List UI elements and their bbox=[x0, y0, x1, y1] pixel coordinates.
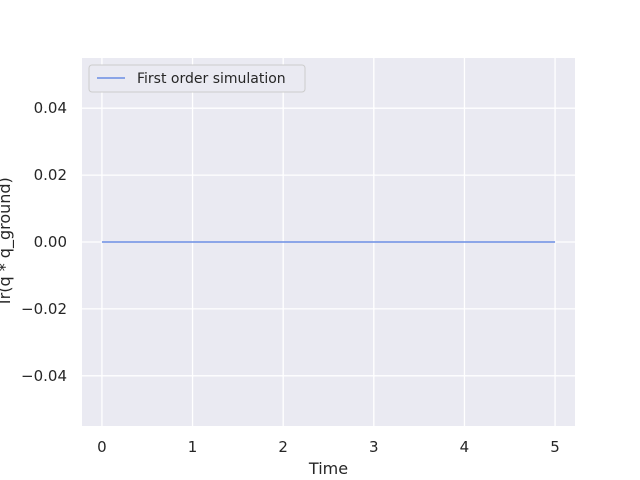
x-tick-label: 2 bbox=[278, 438, 288, 456]
y-tick-label: −0.04 bbox=[21, 367, 67, 385]
x-tick-label: 0 bbox=[97, 438, 107, 456]
y-tick-labels: 0.04 0.02 0.00 −0.02 −0.04 bbox=[21, 99, 67, 385]
y-tick-label: 0.00 bbox=[34, 233, 67, 251]
legend: First order simulation bbox=[88, 64, 306, 93]
legend-box bbox=[88, 64, 306, 93]
y-axis-label: Tr(q * q_ground) bbox=[0, 177, 15, 308]
x-tick-label: 5 bbox=[550, 438, 560, 456]
x-axis-label: Time bbox=[308, 459, 348, 478]
x-tick-label: 3 bbox=[369, 438, 379, 456]
x-tick-label: 4 bbox=[460, 438, 470, 456]
y-tick-label: −0.02 bbox=[21, 300, 67, 318]
y-tick-label: 0.02 bbox=[34, 166, 67, 184]
y-tick-label: 0.04 bbox=[34, 99, 67, 117]
x-tick-labels: 0 1 2 3 4 5 bbox=[97, 438, 560, 456]
legend-label: First order simulation bbox=[137, 71, 286, 87]
x-tick-label: 1 bbox=[188, 438, 198, 456]
